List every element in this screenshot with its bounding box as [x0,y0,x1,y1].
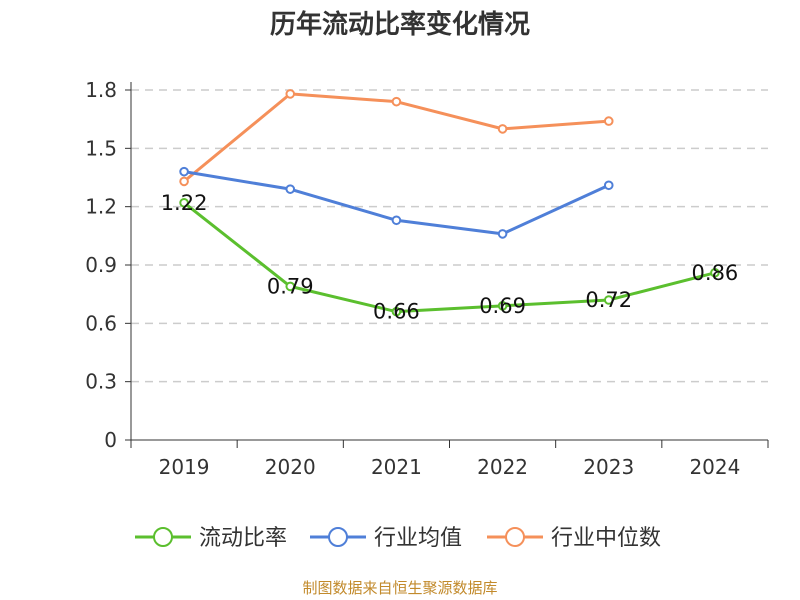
y-axis-ticks: 0 0.3 0.6 0.9 1.2 1.5 1.8 [85,78,131,452]
y-tick-label: 0.6 [85,311,117,335]
legend: 流动比率 行业均值 行业中位数 [135,526,661,551]
data-point [391,306,402,317]
data-label: 0.72 [585,288,632,312]
data-point [497,301,508,311]
source-note: 制图数据来自恒生聚源数据库 [302,579,498,597]
data-point [179,166,189,177]
legend-marker [505,527,525,547]
y-tick-label: 0 [104,428,117,452]
y-tick-label: 0.9 [85,253,117,277]
series-points [179,89,720,317]
legend-marker [328,527,348,547]
data-label: 0.86 [692,261,739,285]
data-label: 0.66 [373,300,420,324]
data-point [603,295,614,305]
data-point [603,116,614,126]
legend-label: 行业中位数 [551,526,661,551]
data-point [179,176,189,187]
data-point [710,267,720,278]
x-tick-label: 2021 [371,455,422,479]
x-tick-label: 2022 [477,455,528,479]
y-tick-label: 1.2 [85,195,117,219]
data-point [603,180,614,191]
data-point [285,281,296,292]
data-point [179,197,189,208]
series-line-0 [183,201,716,314]
chart-title: 历年流动比率变化情况 [269,10,530,40]
series-line-2 [183,92,609,183]
y-tick-label: 1.8 [85,78,117,102]
legend-marker [153,527,173,547]
x-tick-label: 2023 [583,455,634,479]
data-labels: 1.22 0.79 0.66 0.69 0.72 0.86 [161,191,739,324]
data-point [391,96,402,107]
x-tick-label: 2024 [689,455,740,479]
x-tick-label: 2020 [265,455,316,479]
data-point [497,124,508,134]
data-point [497,229,508,239]
data-label: 0.79 [267,274,314,298]
data-label: 0.69 [479,294,526,318]
data-point [391,215,402,226]
y-tick-label: 1.5 [85,136,117,160]
data-label: 1.22 [161,191,208,215]
y-tick-label: 0.3 [85,370,117,394]
data-point [285,89,296,99]
series-lines [183,92,716,314]
data-point [285,184,296,194]
legend-label: 流动比率 [199,526,287,551]
axes [130,82,768,441]
x-axis-ticks: 2019 2020 2021 2022 2023 2024 [130,440,769,479]
legend-label: 行业均值 [374,526,462,551]
x-tick-label: 2019 [159,455,210,479]
